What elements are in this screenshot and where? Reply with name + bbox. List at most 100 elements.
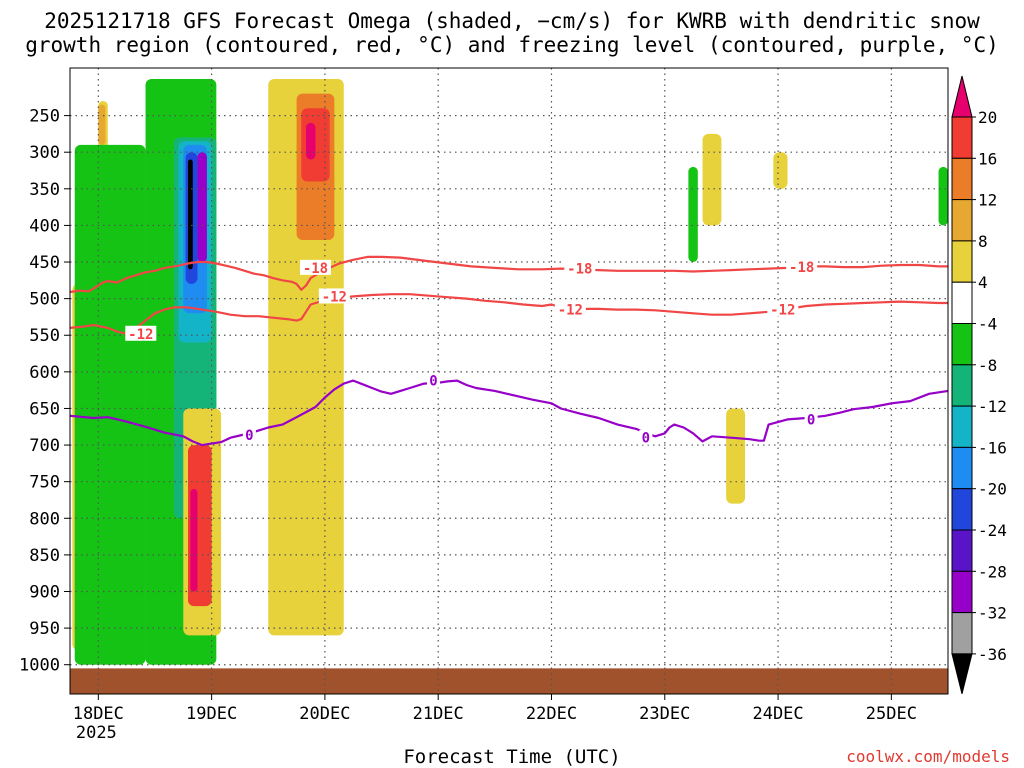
x-axis-title: Forecast Time (UTC) xyxy=(403,746,621,768)
contour-label-bg xyxy=(804,411,818,427)
uvv-green-22 xyxy=(938,166,948,226)
y-tick-label: 650 xyxy=(29,399,60,419)
y-tick-label: 500 xyxy=(29,290,60,310)
contour-label: -12 xyxy=(322,289,347,305)
y-axis: 250 300 350 400 450 500 550 600 650 700 750 800 850 9… xyxy=(19,107,70,676)
y-tick-label: 450 xyxy=(29,253,60,273)
x-tick-label: 19DEC xyxy=(186,704,237,724)
colorbar-label: -20 xyxy=(978,480,1007,499)
colorbar-swatch xyxy=(951,446,973,490)
contour-layer: -18 -18 -18 -12 -12 -12 -12 0 0 0 0 xyxy=(69,255,949,447)
contour-label: 0 xyxy=(429,374,437,390)
contour-label-bg xyxy=(426,372,440,388)
contour-line-0 xyxy=(69,379,949,447)
uvv-magenta-13 xyxy=(190,488,198,592)
colorbar-label: -16 xyxy=(978,438,1007,457)
contour-label-bg xyxy=(554,301,586,317)
colorbar-label: -12 xyxy=(978,397,1007,416)
colorbar-swatch xyxy=(951,405,973,448)
x-tick-label: 21DEC xyxy=(413,704,464,724)
uvv-yellow-21 xyxy=(726,408,746,504)
site-credit[interactable]: coolwx.com/models xyxy=(846,747,1010,766)
x-tick-label: 20DEC xyxy=(299,704,350,724)
chart-title-line-1: 2025121718 GFS Forecast Omega (shaded, −… xyxy=(44,9,980,33)
y-tick-label: 1000 xyxy=(19,656,60,676)
colorbar-label: 8 xyxy=(978,232,988,251)
uvv-green-20 xyxy=(688,166,698,263)
colorbar-label: -8 xyxy=(978,356,997,375)
contour-label: 0 xyxy=(807,412,815,428)
colorbar-swatch xyxy=(951,240,973,283)
colorbar-swatch xyxy=(951,199,973,242)
contour-label-bg xyxy=(564,260,596,276)
colorbar-label: 12 xyxy=(978,191,997,210)
contour-label: 0 xyxy=(642,431,650,447)
uvv-yellow-18 xyxy=(702,133,722,226)
colorbar-label: -36 xyxy=(978,645,1007,664)
contour-label-bg xyxy=(318,288,350,304)
y-tick-label: 350 xyxy=(29,180,60,200)
uvv-green-3 xyxy=(74,144,146,665)
y-tick-label: 850 xyxy=(29,546,60,566)
colorbar-swatch xyxy=(951,116,973,159)
uvv-black-10 xyxy=(188,159,193,270)
contour-label: -18 xyxy=(789,260,814,276)
x-tick-label: 25DEC xyxy=(866,704,917,724)
contour-label-bg xyxy=(242,426,256,442)
colorbar-swatch xyxy=(951,281,973,325)
y-tick-label: 250 xyxy=(29,107,60,127)
contour-label: 0 xyxy=(245,428,253,444)
y-tick-label: 700 xyxy=(29,436,60,456)
colorbar-label: -4 xyxy=(978,315,997,334)
x-tick-label: 18DEC xyxy=(73,704,124,724)
x-tick-sublabel: 2025 xyxy=(76,723,117,743)
contour-label: -12 xyxy=(128,327,153,343)
y-tick-label: 800 xyxy=(29,509,60,529)
contour-label-bg xyxy=(639,429,653,445)
y-tick-label: 400 xyxy=(29,216,60,236)
x-tick-label: 24DEC xyxy=(752,704,803,724)
uvv-magenta-17 xyxy=(306,122,316,160)
contour-label-bg xyxy=(786,259,818,275)
y-tick-label: 600 xyxy=(29,363,60,383)
y-tick-label: 550 xyxy=(29,326,60,346)
x-tick-label: 22DEC xyxy=(526,704,577,724)
uvv-purple-9 xyxy=(197,152,207,263)
y-tick-label: 950 xyxy=(29,619,60,639)
y-tick-label: 750 xyxy=(29,473,60,493)
colorbar-label: -32 xyxy=(978,604,1007,623)
colorbar-swatch xyxy=(951,570,973,614)
colorbar-bottom-arrow xyxy=(951,653,973,695)
terrain-layer xyxy=(70,668,948,694)
y-tick-label: 300 xyxy=(29,143,60,163)
colorbar-swatch xyxy=(951,323,973,366)
colorbar-swatch xyxy=(951,488,973,531)
plot-frame xyxy=(69,67,949,695)
terrain-fill xyxy=(70,668,948,694)
chart-title-line-2: growth region (contoured, red, °C) and f… xyxy=(25,33,999,57)
contour-label-bg xyxy=(767,301,799,317)
uvv-yellow-19 xyxy=(773,152,788,189)
contour-label: -18 xyxy=(567,262,592,278)
colorbar-swatch xyxy=(951,364,973,407)
colorbar-swatch xyxy=(951,157,973,201)
uvv-orange-2 xyxy=(98,104,106,145)
colorbar: 20 16 12 8 4 -4 -8 -12 -16 -20 -24 -28 -32 -36 xyxy=(951,75,1007,695)
contour-label: -12 xyxy=(558,303,583,319)
colorbar-swatch xyxy=(951,529,973,572)
y-tick-label: 900 xyxy=(29,582,60,602)
contour-label: -12 xyxy=(770,303,795,319)
colorbar-label: -28 xyxy=(978,562,1007,581)
contour-line--18 xyxy=(69,255,948,294)
contour-label-bg xyxy=(125,325,157,341)
colorbar-label: 16 xyxy=(978,149,997,168)
colorbar-label: 4 xyxy=(978,273,988,292)
contour-label: -18 xyxy=(303,261,328,277)
x-tick-label: 23DEC xyxy=(639,704,690,724)
colorbar-label: -24 xyxy=(978,521,1007,540)
colorbar-top-arrow xyxy=(951,75,973,118)
colorbar-swatch xyxy=(951,612,973,655)
colorbar-label: 20 xyxy=(978,108,997,127)
